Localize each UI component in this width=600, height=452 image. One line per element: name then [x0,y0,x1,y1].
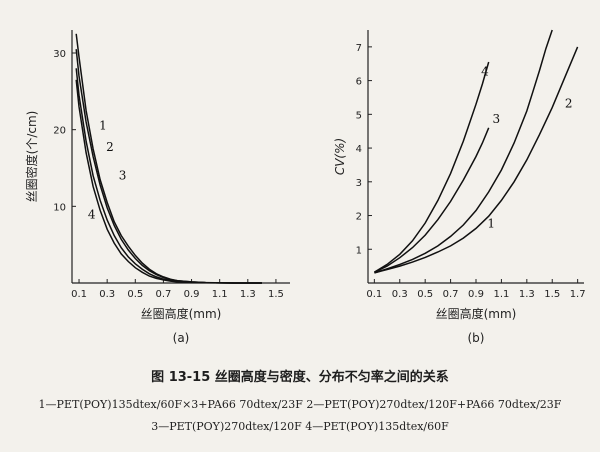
series-label-b-3: 3 [493,112,501,126]
x-axis-title-b: 丝圈高度(mm) [436,306,517,321]
series-line-a-3 [75,68,262,284]
x-tick-label-a-6: 1.3 [240,289,256,300]
x-tick-label-b-5: 1.1 [493,289,509,300]
series-label-a-4: 4 [88,208,96,222]
y-tick-label-a-1: 20 [53,126,66,137]
figure-canvas: 0.1 0.3 0.5 0.7 0.9 1.1 1.3 1.5 10 20 30 1 2 3 4 丝圈高度(m… [24,29,586,345]
series-label-b-2: 2 [565,97,573,111]
x-tick-label-a-1: 0.3 [99,289,115,300]
legend-line-2: 3—PET(POY)270dtex/120F 4—PET(POY)135dtex… [151,420,449,433]
x-tick-label-a-7: 1.5 [268,289,284,300]
series-line-b-1 [374,29,553,274]
series-line-b-4 [374,61,490,273]
x-tick-label-b-4: 0.9 [468,289,484,300]
y-tick-label-a-0: 10 [53,202,66,213]
x-tick-label-a-4: 0.9 [184,289,200,300]
x-tick-label-b-3: 0.7 [443,289,459,300]
y-tick-label-b-0: 1 [356,245,362,256]
chart-panel-b: 0.1 0.3 0.5 0.7 0.9 1.1 1.3 1.5 1.7 1 2 3 4 5 6 7 1 2 3 4 丝圈… [333,29,586,345]
series-line-a-2 [75,49,262,284]
x-tick-label-b-0: 0.1 [366,289,382,300]
series-line-a-4 [75,79,262,284]
x-tick-label-b-2: 0.5 [417,289,433,300]
x-tick-label-a-3: 0.7 [155,289,171,300]
legend-line-1: 1—PET(POY)135dtex/60F×3+PA66 70dtex/23F … [38,398,562,411]
series-label-a-2: 2 [106,140,114,154]
y-tick-label-a-2: 30 [53,49,66,60]
y-tick-label-b-5: 6 [356,77,362,88]
x-axis-title-a: 丝圈高度(mm) [141,306,222,321]
y-tick-label-b-2: 3 [356,178,362,189]
x-tick-label-b-8: 1.7 [570,289,586,300]
series-line-a-1 [75,33,262,284]
x-tick-label-b-1: 0.3 [392,289,408,300]
x-tick-label-b-7: 1.5 [544,289,560,300]
panel-label-a: (a) [173,331,190,345]
chart-panel-a: 0.1 0.3 0.5 0.7 0.9 1.1 1.3 1.5 10 20 30 1 2 3 4 丝圈高度(m… [24,30,290,345]
series-label-b-1: 1 [487,216,495,230]
panel-label-b: (b) [468,331,485,345]
y-axis-title-a: 丝圈密度(个/cm) [24,111,39,203]
x-tick-label-a-5: 1.1 [212,289,228,300]
y-tick-label-b-4: 5 [356,110,362,121]
y-tick-label-b-3: 4 [356,144,362,155]
y-axis-title-b: CV(%) [333,138,347,175]
series-label-b-4: 4 [481,65,489,79]
x-tick-label-a-2: 0.5 [127,289,143,300]
series-label-a-3: 3 [119,169,127,183]
series-line-b-2 [374,46,579,274]
y-tick-label-b-1: 2 [356,212,362,223]
series-label-a-1: 1 [99,119,107,133]
x-tick-label-a-0: 0.1 [71,289,87,300]
y-tick-label-b-6: 7 [356,43,362,54]
x-tick-label-b-6: 1.3 [519,289,535,300]
figure-caption: 图 13-15 丝圈高度与密度、分布不匀率之间的关系 [151,370,449,385]
series-line-b-3 [374,127,490,273]
